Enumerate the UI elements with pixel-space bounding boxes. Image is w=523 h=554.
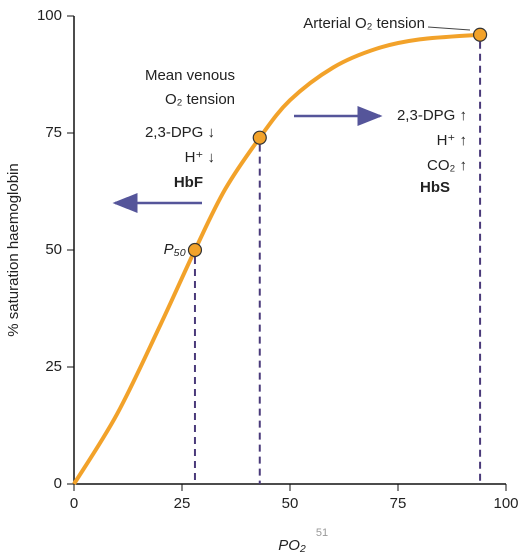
y-tick-label: 25 (45, 358, 62, 375)
annotation: 2,3-DPG ↓ (145, 124, 215, 141)
point (472, 27, 488, 42)
leader-line (427, 26, 471, 31)
y-tick-label: 50 (45, 241, 62, 258)
point (187, 242, 203, 258)
y-tick-label: 0 (54, 475, 62, 492)
x-tick-label: 100 (493, 495, 518, 512)
annotation: H⁺ ↑ (437, 132, 467, 149)
x-tick-label: 25 (174, 495, 191, 512)
curve (72, 32, 481, 486)
x-tick-label: 50 (282, 495, 299, 512)
annotation: P₅₀ (164, 241, 186, 258)
annotation: 2,3-DPG ↑ (397, 107, 467, 124)
y-tick-label: 75 (45, 124, 62, 141)
y-tick-label: 100 (37, 7, 62, 24)
annotation: Arterial O₂ tension (303, 15, 425, 32)
x-axis-title: PO₂ (278, 537, 306, 554)
y-axis-title: % saturation haemoglobin (5, 163, 22, 336)
annotation: O₂ tension (165, 91, 235, 108)
x-tick-label: 0 (70, 495, 78, 512)
annotation: HbS (420, 179, 450, 196)
annotation: Mean venous (145, 67, 235, 84)
annotation: H⁺ ↓ (185, 149, 215, 166)
annotation: HbF (174, 174, 203, 191)
annotation: CO₂ ↑ (427, 157, 467, 174)
point (252, 130, 267, 145)
x-tick-label: 75 (390, 495, 407, 512)
page-number: 51 (316, 527, 328, 539)
